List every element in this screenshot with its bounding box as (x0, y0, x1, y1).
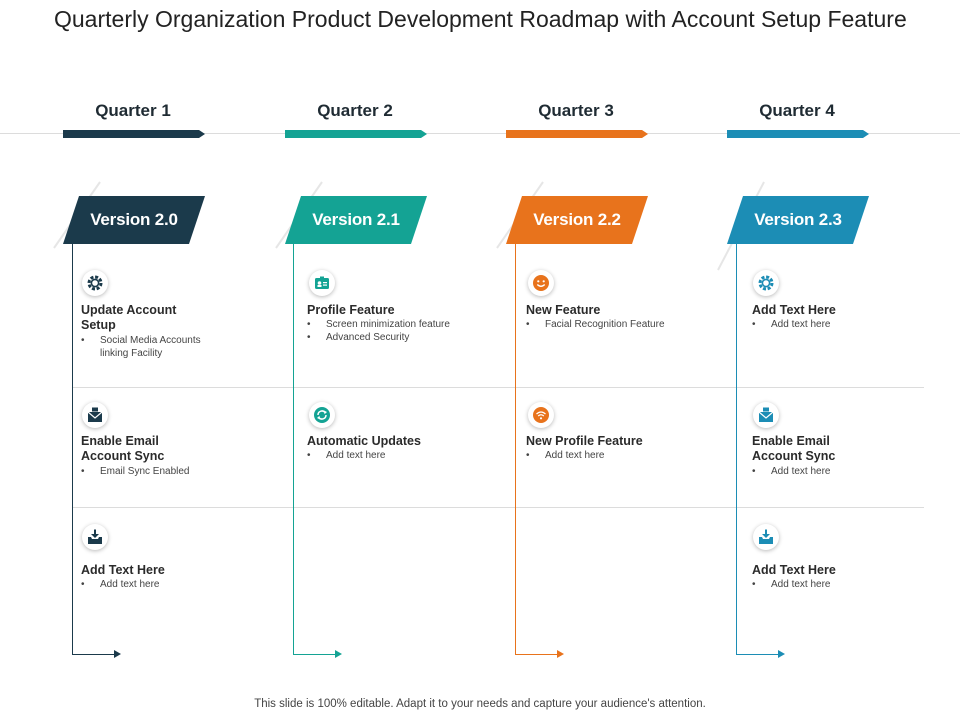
gear-icon (82, 270, 108, 296)
quarter-label: Quarter 4 (759, 101, 835, 120)
timeline-line (72, 244, 73, 655)
quarter-bar (63, 130, 205, 138)
bullet-item: • Screen minimization feature (307, 319, 450, 330)
version-tag: Version 2.1 (285, 196, 427, 244)
row-divider-1 (72, 387, 924, 388)
item-title: Enable Email Account Sync (81, 434, 165, 463)
bullet-item: • Add text here (752, 466, 831, 477)
item-title: New Profile Feature (526, 434, 643, 448)
row-divider-2 (72, 507, 924, 508)
item-title: Add Text Here (752, 303, 836, 317)
item-title: Profile Feature (307, 303, 395, 317)
bullet-item: • Social Media Accounts linking Facility (81, 335, 201, 359)
refresh-icon (309, 402, 335, 428)
bullet-item: • Facial Recognition Feature (526, 319, 665, 330)
bullet-item: • Add text here (526, 450, 605, 461)
footer-note: This slide is 100% editable. Adapt it to… (254, 698, 706, 710)
arrowhead-icon (114, 650, 121, 658)
timeline-arrow-line (293, 654, 335, 655)
version-tag: Version 2.0 (63, 196, 205, 244)
inbox-download-icon (82, 524, 108, 550)
version-label: Version 2.1 (312, 210, 400, 229)
gear-icon (753, 270, 779, 296)
timeline-line (736, 244, 737, 655)
version-label: Version 2.2 (533, 210, 621, 229)
quarter-bar (727, 130, 869, 138)
timeline-arrow-line (515, 654, 557, 655)
quarter-label: Quarter 1 (95, 101, 171, 120)
quarter-label: Quarter 3 (538, 101, 614, 120)
quarter-label: Quarter 2 (317, 101, 393, 120)
bullet-item: • Advanced Security (307, 332, 410, 343)
bullet-item: • Add text here (307, 450, 386, 461)
bullet-item: • Add text here (752, 579, 831, 590)
envelope-icon (753, 402, 779, 428)
bullet-item: • Add text here (752, 319, 831, 330)
version-label: Version 2.3 (754, 210, 842, 229)
timeline-arrow-line (736, 654, 778, 655)
smiley-icon (528, 270, 554, 296)
item-title: Add Text Here (752, 563, 836, 577)
wifi-icon (528, 402, 554, 428)
bullet-item: • Email Sync Enabled (81, 466, 190, 477)
quarter-bar (285, 130, 427, 138)
quarter-bar (506, 130, 648, 138)
arrowhead-icon (557, 650, 564, 658)
arrowhead-icon (778, 650, 785, 658)
id-card-icon (309, 270, 335, 296)
inbox-download-icon (753, 524, 779, 550)
arrowhead-icon (335, 650, 342, 658)
version-tag: Version 2.3 (727, 196, 869, 244)
slide-title: Quarterly Organization Product Developme… (54, 6, 907, 32)
item-title: Enable Email Account Sync (752, 434, 836, 463)
timeline-arrow-line (72, 654, 114, 655)
version-tag: Version 2.2 (506, 196, 648, 244)
item-title: New Feature (526, 303, 601, 317)
bullet-item: • Add text here (81, 579, 160, 590)
item-title: Update Account Setup (81, 303, 177, 332)
timeline-line (293, 244, 294, 655)
timeline-line (515, 244, 516, 655)
item-title: Add Text Here (81, 563, 165, 577)
envelope-icon (82, 402, 108, 428)
version-label: Version 2.0 (90, 210, 178, 229)
quarter-axis-line (0, 133, 960, 134)
item-title: Automatic Updates (307, 434, 421, 448)
